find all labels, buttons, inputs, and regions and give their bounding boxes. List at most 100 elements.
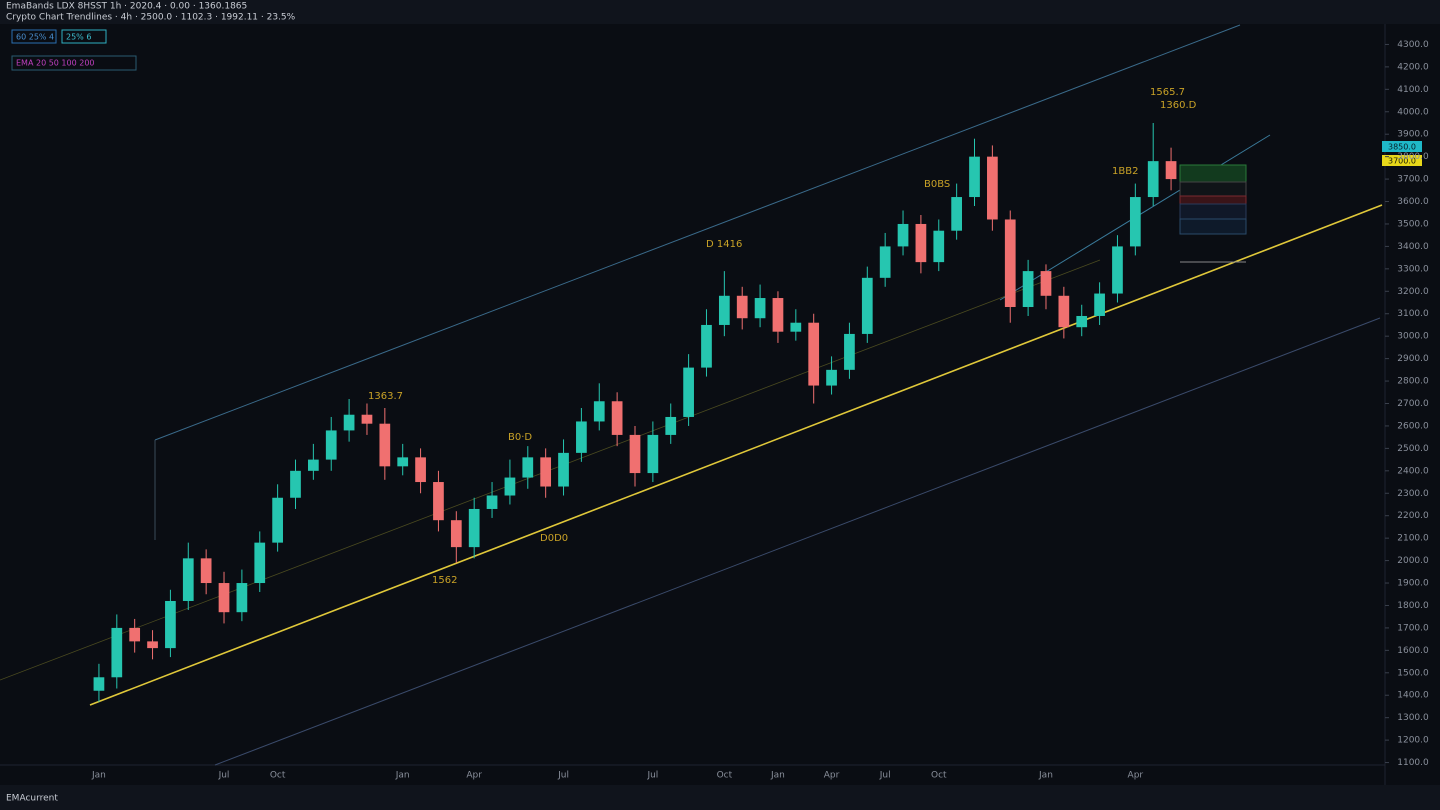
candle-body (504, 477, 516, 496)
y-tick-label: 1500.0 (1397, 668, 1429, 678)
y-tick-label: 2200.0 (1397, 511, 1429, 521)
y-tick-label: 2600.0 (1397, 421, 1429, 431)
indicator-label: EMA 20 50 100 200 (16, 59, 95, 68)
y-tick-label: 4200.0 (1397, 62, 1429, 72)
candle-body (861, 277, 873, 334)
candle-body (450, 520, 462, 548)
candle-body (1004, 219, 1016, 308)
candle-body (236, 583, 248, 613)
y-tick-label: 3400.0 (1397, 242, 1429, 252)
candle-body (754, 298, 766, 319)
y-tick-label: 1600.0 (1397, 646, 1429, 656)
y-tick-label: 3500.0 (1397, 219, 1429, 229)
candle-body (290, 470, 301, 498)
y-tick-label: 2500.0 (1397, 444, 1429, 454)
candle-body (790, 322, 802, 332)
x-tick-label: Apr (824, 771, 840, 781)
y-tick-label: 2700.0 (1397, 399, 1429, 409)
footer-label: EMAcurrent (6, 794, 58, 804)
plot-area: 1100.0 1200.0 1300.0 1400.0 1500.0 1600.0 1700… (91, 40, 1429, 781)
channel-lower (214, 317, 1381, 766)
candle-body (397, 457, 409, 467)
y-tick-label: 4300.0 (1397, 40, 1429, 50)
annotation: D 1416 (706, 239, 742, 250)
y-tick-label: 3000.0 (1397, 332, 1429, 342)
annotation: 1363.7 (368, 391, 403, 402)
indicator-label: 25% 6 (66, 33, 91, 42)
candle-body (665, 416, 677, 435)
level-box (1179, 218, 1247, 235)
price-tag (1382, 141, 1422, 152)
x-tick-label: Jan (91, 771, 106, 781)
candle-body (379, 423, 391, 467)
y-tick-label: 4100.0 (1397, 85, 1429, 95)
candle-body (325, 430, 337, 460)
candle-body (129, 627, 141, 642)
candle-body (1058, 295, 1070, 328)
x-tick-label: Jul (646, 771, 658, 781)
y-tick-label: 2400.0 (1397, 466, 1429, 476)
x-tick-label: Apr (466, 771, 482, 781)
candle-body (200, 558, 212, 584)
candle-body (951, 197, 962, 231)
channel-upper (154, 24, 1241, 441)
x-tick-label: Oct (717, 771, 733, 781)
x-tick-label: Jan (1038, 771, 1053, 781)
x-tick-label: Apr (1128, 771, 1144, 781)
y-tick-label: 2300.0 (1397, 489, 1429, 499)
candle-body (486, 495, 498, 509)
y-tick-label: 3600.0 (1397, 197, 1429, 207)
x-tick-label: Jan (770, 771, 785, 781)
candle-body (576, 421, 587, 453)
candle-body (522, 457, 534, 478)
y-tick-label: 1400.0 (1397, 691, 1429, 701)
y-tick-label: 1700.0 (1397, 623, 1429, 633)
candle-body (933, 230, 945, 263)
level-box (1179, 181, 1247, 197)
candle-body (772, 298, 784, 332)
y-tick-label: 2900.0 (1397, 354, 1429, 364)
candle-body (593, 401, 605, 422)
indicator-box (11, 29, 57, 44)
indicator-label: 60 25% 4 (16, 33, 54, 42)
y-tick-label: 2000.0 (1397, 556, 1429, 566)
candle-body (808, 322, 820, 386)
candle-body (93, 677, 105, 691)
candle-body (272, 497, 283, 543)
annotation: 1360.D (1160, 100, 1197, 111)
candle-body (915, 223, 927, 263)
candle-body (147, 641, 158, 649)
candle-body (701, 324, 712, 368)
header-bar (0, 0, 1440, 24)
level-box (1179, 203, 1247, 220)
candle-body (558, 452, 569, 487)
candle-body (1147, 161, 1159, 198)
candle-body (718, 295, 730, 325)
x-tick-label: Jul (879, 771, 891, 781)
annotation: B0·D (508, 432, 532, 443)
level-box (1179, 164, 1247, 183)
price-tag-label: 3700.0 (1388, 157, 1416, 166)
x-tick-label: Jul (557, 771, 569, 781)
candle-body (987, 156, 998, 220)
candle-body (415, 457, 426, 483)
candle-body (611, 401, 623, 435)
price-tag (1382, 155, 1422, 166)
indicator-box (11, 55, 137, 71)
x-tick-label: Jan (395, 771, 410, 781)
candle-body (111, 627, 123, 678)
annotation: B0BS (924, 179, 950, 190)
annotation: 1BB2 (1112, 166, 1138, 177)
header-line: EmaBands LDX 8HSST 1h · 2020.4 · 0.00 · … (6, 2, 247, 12)
annotation: 1562 (432, 575, 457, 586)
candle-body (182, 558, 194, 601)
y-tick-label: 3800.0 (1397, 152, 1429, 162)
y-tick-label: 3100.0 (1397, 309, 1429, 319)
candle-body (969, 156, 980, 198)
candle-body (879, 246, 891, 278)
candle-body (254, 542, 266, 584)
header-line: Crypto Chart Trendlines · 4h · 2500.0 · … (6, 13, 296, 23)
y-tick-label: 1900.0 (1397, 579, 1429, 589)
candle-body (1112, 246, 1123, 294)
